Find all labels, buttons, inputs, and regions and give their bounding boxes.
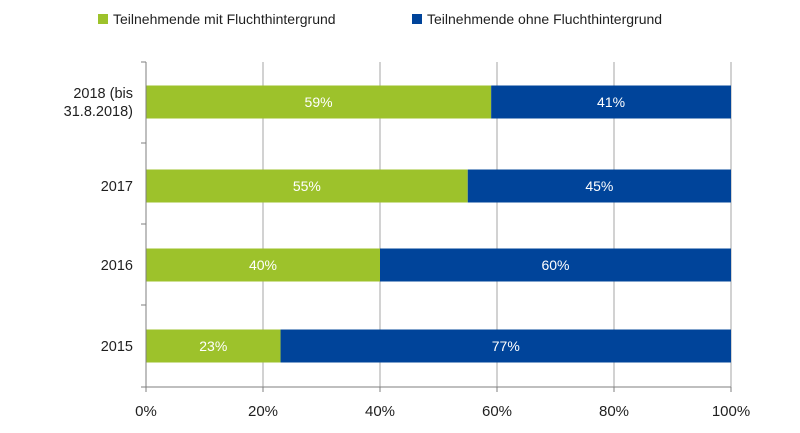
legend: Teilnehmende mit Fluchthintergrund Teiln… (98, 11, 662, 27)
category-label: 2018 (bis (73, 86, 133, 102)
data-label: 23% (199, 338, 227, 354)
bar-segment (380, 248, 731, 282)
labels: 59% 55% 40% 23% 41% 45% 60% 77% 0% 20% 40% 60% 80% 10… (64, 86, 751, 420)
data-label: 77% (492, 338, 520, 354)
x-tick-label: 0% (135, 403, 157, 420)
bar-segment (146, 85, 492, 119)
legend-label-mit: Teilnehmende mit Fluchthintergrund (113, 11, 336, 27)
data-label: 55% (293, 178, 321, 194)
axes (141, 61, 732, 392)
x-tick-label: 80% (599, 403, 629, 420)
bar-segment (146, 248, 380, 282)
category-label: 2015 (101, 339, 133, 355)
category-label: 2016 (101, 258, 133, 274)
legend-label-ohne: Teilnehmende ohne Fluchthintergrund (427, 11, 662, 27)
category-label: 2017 (101, 179, 133, 195)
x-tick-label: 20% (248, 403, 278, 420)
bar-segment (467, 169, 731, 203)
x-tick-label: 40% (365, 403, 395, 420)
bar-segment (280, 329, 731, 363)
bar-segment (491, 85, 731, 119)
x-tick-label: 60% (482, 403, 512, 420)
x-tick-label: 100% (712, 403, 750, 420)
data-label: 45% (585, 178, 613, 194)
legend-swatch-mit (98, 14, 108, 24)
category-label: 31.8.2018) (64, 104, 133, 120)
bar-segment (146, 329, 281, 363)
bars (146, 85, 731, 363)
data-label: 40% (249, 257, 277, 273)
legend-swatch-ohne (412, 14, 422, 24)
bar-segment (146, 169, 468, 203)
data-label: 59% (305, 94, 333, 110)
data-label: 41% (597, 94, 625, 110)
data-label: 60% (541, 257, 569, 273)
